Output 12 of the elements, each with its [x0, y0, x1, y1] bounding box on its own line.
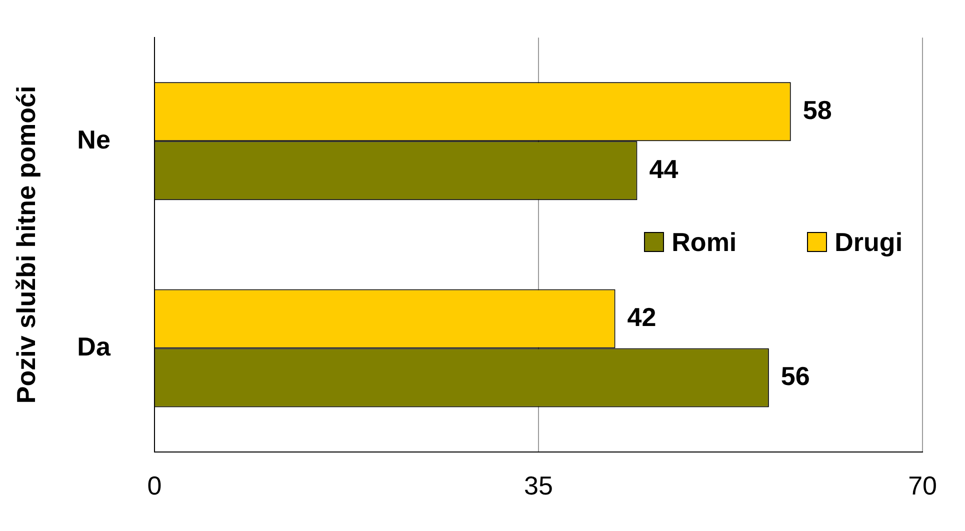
data-label: 58	[802, 94, 832, 125]
x-tick-label: 0	[147, 470, 162, 501]
legend-label: Romi	[672, 226, 737, 258]
data-label: 56	[780, 360, 810, 391]
y-tick-label: Ne	[77, 124, 110, 154]
y-tick-label: Da	[77, 331, 111, 362]
x-tick-label: 70	[908, 470, 937, 501]
legend-label: Drugi	[834, 226, 903, 258]
y-axis-title: Poziv službi hitne pomoći	[10, 86, 41, 404]
x-tick-label: 35	[524, 470, 553, 501]
data-label: 42	[627, 302, 656, 332]
data-label: 44	[649, 154, 679, 184]
